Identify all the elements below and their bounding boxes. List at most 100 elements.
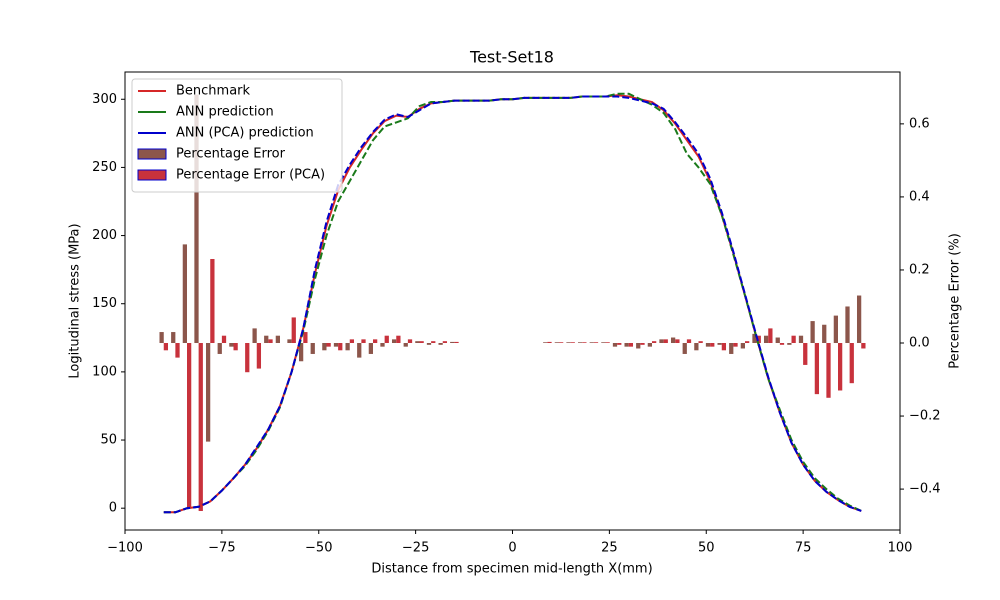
error-bar	[617, 343, 622, 345]
error-bar	[349, 339, 355, 344]
legend-box	[131, 78, 343, 193]
error-bar	[210, 258, 215, 344]
error-bar	[729, 343, 734, 354]
legend-label: Percentage Error (PCA)	[176, 168, 325, 183]
error-bar	[624, 343, 629, 347]
error-bar	[310, 343, 315, 354]
error-bar	[814, 343, 820, 395]
error-bar	[229, 343, 234, 347]
error-bar	[403, 343, 408, 347]
y-tick-label: 100	[92, 364, 117, 379]
legend-label: Percentage Error	[176, 147, 286, 162]
error-bar	[663, 339, 668, 344]
error-bar	[810, 321, 815, 344]
error-bar	[415, 341, 420, 344]
y-tick-label: 300	[92, 92, 117, 107]
error-bar	[252, 328, 257, 344]
error-bar	[779, 343, 785, 345]
error-bar	[675, 339, 680, 344]
chart-title: Test-Set18	[469, 48, 554, 67]
error-bar	[438, 343, 443, 345]
error-bar	[601, 342, 606, 344]
error-bar	[705, 343, 711, 347]
error-bar	[182, 244, 187, 344]
error-bar	[798, 335, 804, 344]
error-bar	[233, 343, 238, 351]
y-tick-label: 250	[92, 160, 117, 175]
error-bar	[361, 339, 366, 344]
legend-label: Benchmark	[176, 84, 251, 99]
x-tick-label: 100	[888, 541, 913, 556]
line-series	[163, 95, 862, 514]
x-tick-label: 50	[698, 541, 715, 556]
error-bar	[368, 343, 373, 354]
error-bar	[833, 315, 838, 344]
error-bar	[559, 342, 564, 344]
error-bar	[384, 335, 389, 344]
legend-label: ANN prediction	[176, 105, 274, 120]
error-bar	[745, 341, 750, 344]
y2-tick-label: 0.2	[909, 262, 930, 277]
error-bar	[275, 335, 280, 344]
error-bar	[838, 343, 843, 391]
x-tick-label: −100	[107, 541, 143, 556]
error-bar	[682, 343, 687, 354]
error-bar	[547, 341, 552, 344]
y2-tick-label: −0.4	[909, 482, 941, 497]
error-bar	[849, 343, 854, 384]
error-bar	[710, 343, 715, 347]
error-bar	[373, 339, 378, 344]
error-bar	[419, 341, 424, 344]
error-bar	[694, 343, 699, 351]
error-bar	[686, 339, 692, 344]
error-bar	[380, 343, 385, 347]
y-tick-label: 150	[92, 296, 117, 311]
error-bar	[570, 342, 575, 344]
error-bar	[856, 295, 862, 344]
error-bar	[171, 332, 176, 344]
error-bar	[287, 339, 292, 344]
error-bar	[605, 342, 610, 344]
error-bar	[647, 343, 652, 347]
error-bar	[589, 342, 594, 344]
error-bar	[582, 342, 587, 344]
error-bar	[566, 342, 571, 344]
error-bar	[612, 343, 618, 347]
error-bar	[554, 342, 559, 344]
error-bar	[264, 335, 269, 344]
y-tick-label: 200	[92, 228, 117, 243]
error-bar	[593, 342, 599, 344]
error-bar	[442, 341, 448, 344]
error-bar	[775, 337, 780, 344]
error-bar	[426, 343, 432, 345]
error-bar	[163, 343, 169, 351]
x-tick-label: 75	[795, 541, 812, 556]
error-bar	[431, 341, 436, 344]
error-bar	[268, 339, 273, 344]
error-bar	[640, 343, 645, 345]
error-bar	[454, 341, 459, 344]
error-bar	[326, 343, 331, 347]
error-bar	[659, 339, 664, 344]
y-tick-label: 50	[100, 433, 117, 448]
y2-tick-label: 0.0	[909, 336, 930, 351]
x-tick-label: −75	[208, 541, 235, 556]
error-bar	[205, 343, 211, 442]
x-tick-label: −50	[305, 541, 332, 556]
error-bar	[577, 342, 583, 344]
error-bar	[450, 341, 455, 344]
error-bar	[652, 341, 657, 344]
error-bar	[298, 343, 304, 362]
error-bar	[826, 343, 831, 398]
x-tick-label: −25	[402, 541, 429, 556]
error-bar	[338, 343, 343, 351]
error-bar	[636, 343, 641, 349]
error-bar	[543, 342, 548, 344]
error-bar	[345, 343, 350, 351]
error-bar	[740, 343, 745, 349]
error-bar	[791, 335, 796, 344]
error-bar	[670, 337, 676, 344]
y-axis-label: Logitudinal stress (MPa)	[68, 223, 83, 378]
error-bar	[303, 332, 308, 344]
